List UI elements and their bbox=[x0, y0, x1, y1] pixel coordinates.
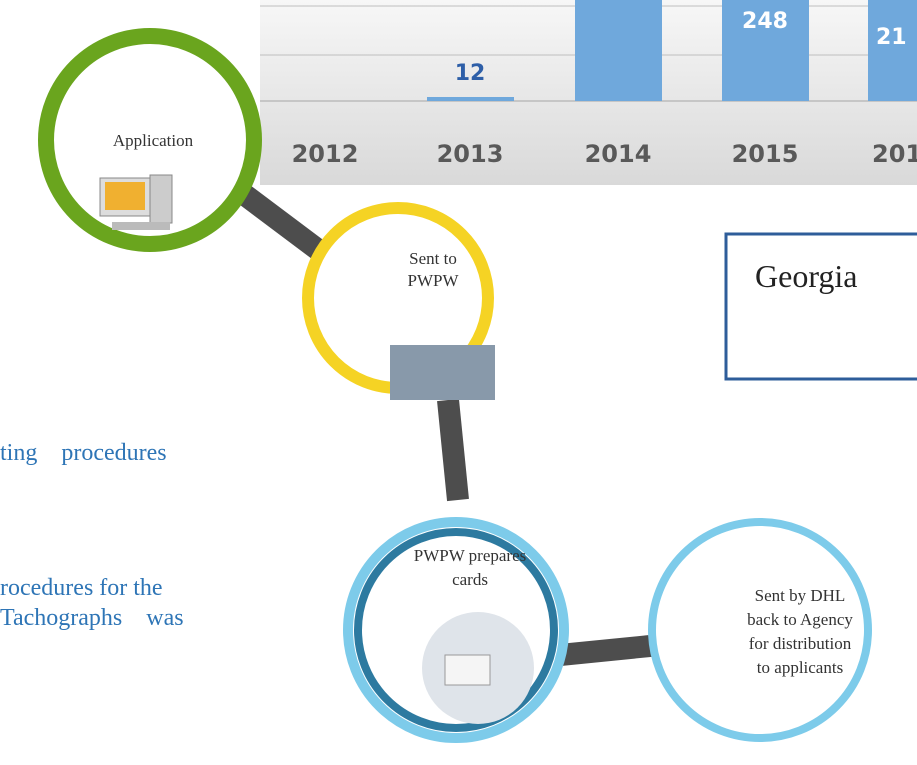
step-circle bbox=[648, 518, 872, 742]
body-text: ting procedures bbox=[0, 440, 167, 466]
step-label: PWPW prepares bbox=[414, 546, 527, 565]
x-label: 2014 bbox=[585, 140, 652, 168]
connector bbox=[238, 186, 332, 264]
factory-image bbox=[390, 345, 495, 400]
x-label: 201 bbox=[872, 140, 917, 168]
value-label: 12 bbox=[455, 61, 486, 86]
step-label: to applicants bbox=[757, 658, 843, 677]
bar bbox=[868, 0, 917, 101]
step-label: Application bbox=[113, 131, 194, 150]
body-text: rocedures for the bbox=[0, 575, 163, 601]
step-label: cards bbox=[452, 570, 488, 589]
card-image bbox=[422, 612, 534, 724]
step-circle bbox=[38, 28, 262, 252]
info-box bbox=[724, 232, 917, 381]
value-label: 248 bbox=[742, 9, 788, 34]
bar bbox=[722, 0, 809, 101]
step-label: Sent by DHL bbox=[755, 586, 846, 605]
connector bbox=[437, 398, 469, 502]
step-label: PWPW bbox=[408, 271, 460, 290]
connector bbox=[558, 634, 662, 666]
bar bbox=[427, 97, 514, 101]
step-label: Sent to bbox=[409, 249, 457, 268]
step-label: back to Agency bbox=[747, 610, 853, 629]
x-label: 2012 bbox=[292, 140, 359, 168]
box-title: Georgia bbox=[755, 258, 857, 294]
step-label: for distribution bbox=[749, 634, 852, 653]
value-label: 21 bbox=[876, 25, 907, 50]
bar bbox=[575, 0, 662, 101]
x-label: 2013 bbox=[437, 140, 504, 168]
x-label: 2015 bbox=[732, 140, 799, 168]
computer-icon bbox=[99, 174, 173, 230]
body-text: Tachographs was bbox=[0, 605, 184, 631]
